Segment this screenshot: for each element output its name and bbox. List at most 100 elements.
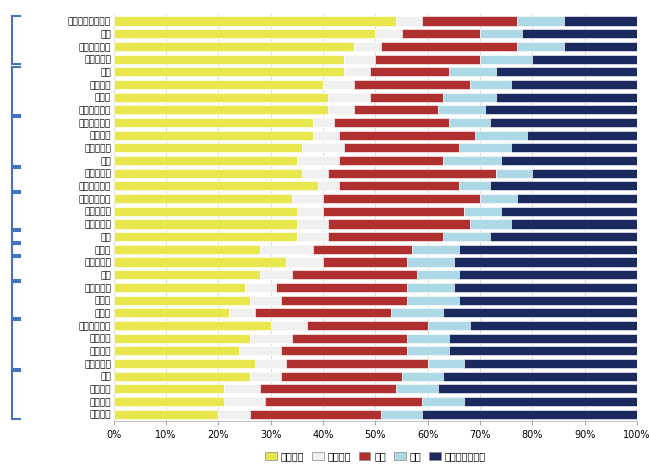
Bar bbox=[407, 346, 448, 355]
Bar bbox=[428, 321, 469, 330]
Bar bbox=[114, 321, 270, 330]
Bar bbox=[255, 308, 391, 317]
Bar bbox=[370, 93, 443, 102]
Bar bbox=[491, 232, 637, 241]
Bar bbox=[114, 359, 255, 368]
Bar bbox=[313, 131, 339, 140]
Bar bbox=[480, 29, 522, 38]
Bar bbox=[114, 334, 250, 343]
Bar bbox=[114, 168, 302, 178]
Bar bbox=[281, 346, 407, 355]
Bar bbox=[564, 16, 637, 26]
Bar bbox=[443, 308, 637, 317]
Bar bbox=[276, 283, 407, 292]
Bar bbox=[448, 67, 496, 76]
Bar bbox=[250, 372, 281, 381]
Bar bbox=[344, 143, 459, 153]
Bar bbox=[422, 410, 637, 419]
Bar bbox=[318, 181, 339, 190]
Bar bbox=[114, 283, 244, 292]
Bar bbox=[114, 397, 224, 406]
Bar bbox=[323, 257, 407, 267]
Bar bbox=[250, 295, 281, 305]
Bar bbox=[407, 283, 454, 292]
Bar bbox=[307, 321, 428, 330]
Bar bbox=[464, 359, 637, 368]
Bar bbox=[474, 131, 527, 140]
Bar bbox=[354, 42, 381, 51]
Bar bbox=[532, 168, 637, 178]
Bar bbox=[376, 29, 402, 38]
Bar bbox=[480, 194, 517, 203]
Bar bbox=[287, 257, 323, 267]
Bar bbox=[313, 118, 333, 127]
Bar bbox=[328, 168, 496, 178]
Bar bbox=[469, 80, 512, 89]
Bar bbox=[287, 359, 428, 368]
Bar bbox=[114, 295, 250, 305]
Bar bbox=[114, 232, 297, 241]
Bar bbox=[344, 54, 375, 64]
Bar bbox=[114, 16, 396, 26]
Bar bbox=[302, 143, 344, 153]
Bar bbox=[328, 93, 370, 102]
Bar bbox=[428, 359, 464, 368]
Bar bbox=[407, 257, 454, 267]
Bar bbox=[114, 118, 313, 127]
Bar bbox=[344, 67, 370, 76]
Bar bbox=[459, 270, 637, 279]
Bar bbox=[564, 42, 637, 51]
Bar bbox=[522, 29, 637, 38]
Bar bbox=[422, 397, 464, 406]
Bar bbox=[391, 308, 443, 317]
Bar bbox=[250, 334, 292, 343]
Bar bbox=[224, 384, 260, 394]
Bar bbox=[402, 29, 480, 38]
Bar bbox=[512, 143, 637, 153]
Bar bbox=[297, 156, 339, 165]
Bar bbox=[328, 232, 443, 241]
Bar bbox=[443, 232, 491, 241]
Bar bbox=[281, 295, 407, 305]
Bar bbox=[496, 168, 532, 178]
Bar bbox=[260, 384, 396, 394]
Bar bbox=[114, 54, 344, 64]
Bar bbox=[313, 245, 412, 254]
Bar bbox=[459, 143, 512, 153]
Bar bbox=[443, 93, 496, 102]
Bar bbox=[114, 308, 229, 317]
Bar bbox=[224, 397, 265, 406]
Bar bbox=[114, 67, 344, 76]
Bar bbox=[328, 105, 354, 114]
Bar bbox=[422, 16, 517, 26]
Bar bbox=[323, 207, 464, 216]
Bar bbox=[448, 346, 637, 355]
Bar bbox=[407, 295, 459, 305]
Bar bbox=[114, 143, 302, 153]
Bar bbox=[250, 410, 381, 419]
Bar bbox=[281, 372, 402, 381]
Bar bbox=[517, 42, 564, 51]
Bar bbox=[260, 245, 313, 254]
Bar bbox=[448, 334, 637, 343]
Bar bbox=[438, 105, 486, 114]
Bar bbox=[229, 308, 255, 317]
Bar bbox=[402, 372, 443, 381]
Bar bbox=[114, 42, 354, 51]
Bar bbox=[417, 270, 459, 279]
Bar bbox=[292, 334, 407, 343]
Bar bbox=[517, 16, 564, 26]
Bar bbox=[501, 207, 637, 216]
Bar bbox=[270, 321, 307, 330]
Bar bbox=[381, 42, 517, 51]
Bar bbox=[297, 207, 323, 216]
Bar bbox=[244, 283, 276, 292]
Bar bbox=[292, 270, 417, 279]
Bar bbox=[297, 232, 328, 241]
Bar bbox=[464, 207, 501, 216]
Bar bbox=[114, 372, 250, 381]
Bar bbox=[339, 131, 474, 140]
Bar bbox=[381, 410, 422, 419]
Bar bbox=[255, 359, 287, 368]
Bar bbox=[239, 346, 281, 355]
